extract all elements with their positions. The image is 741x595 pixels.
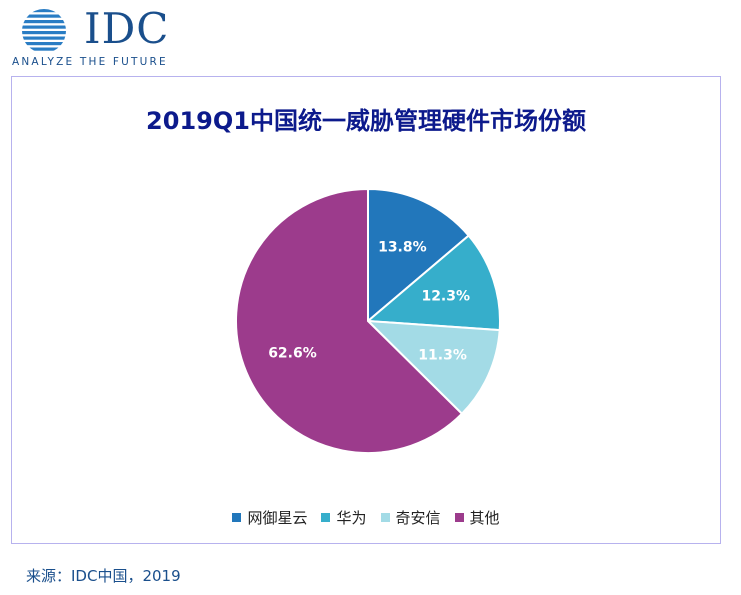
legend-item-4: 其他 [454, 507, 500, 528]
legend-item-3: 奇安信 [380, 507, 441, 528]
legend-label-1: 网御星云 [247, 509, 308, 527]
legend-swatch-4 [454, 513, 464, 522]
idc-logo: IDC ANALYZE THE FUTURE [12, 6, 212, 72]
chart-title: 2019Q1中国统一威胁管理硬件市场份额 [146, 107, 586, 135]
legend-label-4: 其他 [469, 509, 500, 527]
pie-slice-1 [367, 187, 471, 324]
legend-swatch-2 [321, 513, 331, 522]
pie-slice-4 [235, 187, 464, 454]
logo-brand-text: IDC [84, 4, 170, 53]
source-note: 来源：IDC中国，2019 [26, 567, 181, 585]
chart-legend: 网御星云 华为 奇安信 其他 [12, 507, 720, 528]
legend-item-1: 网御星云 [232, 507, 307, 528]
pie-data-label-1: 13.8% [378, 240, 427, 256]
legend-swatch-1 [232, 513, 242, 522]
legend-label-2: 华为 [336, 509, 367, 527]
pie-slice-2 [365, 234, 501, 332]
legend-label-3: 奇安信 [395, 509, 441, 527]
pie-slice-3 [365, 319, 501, 416]
globe-stripes-icon [22, 9, 66, 51]
pie-chart: 13.8% 12.3% 11.3% 62.6% [235, 187, 501, 454]
legend-swatch-3 [380, 513, 390, 522]
pie-data-label-2: 12.3% [421, 288, 470, 304]
pie-data-label-4: 62.6% [268, 346, 317, 362]
pie-data-label-3: 11.3% [418, 348, 467, 364]
legend-item-2: 华为 [321, 507, 367, 528]
logo-tagline: ANALYZE THE FUTURE [12, 56, 168, 68]
chart-frame: 2019Q1中国统一威胁管理硬件市场份额 13.8% 12.3% 11.3% 62.6… [11, 76, 721, 544]
